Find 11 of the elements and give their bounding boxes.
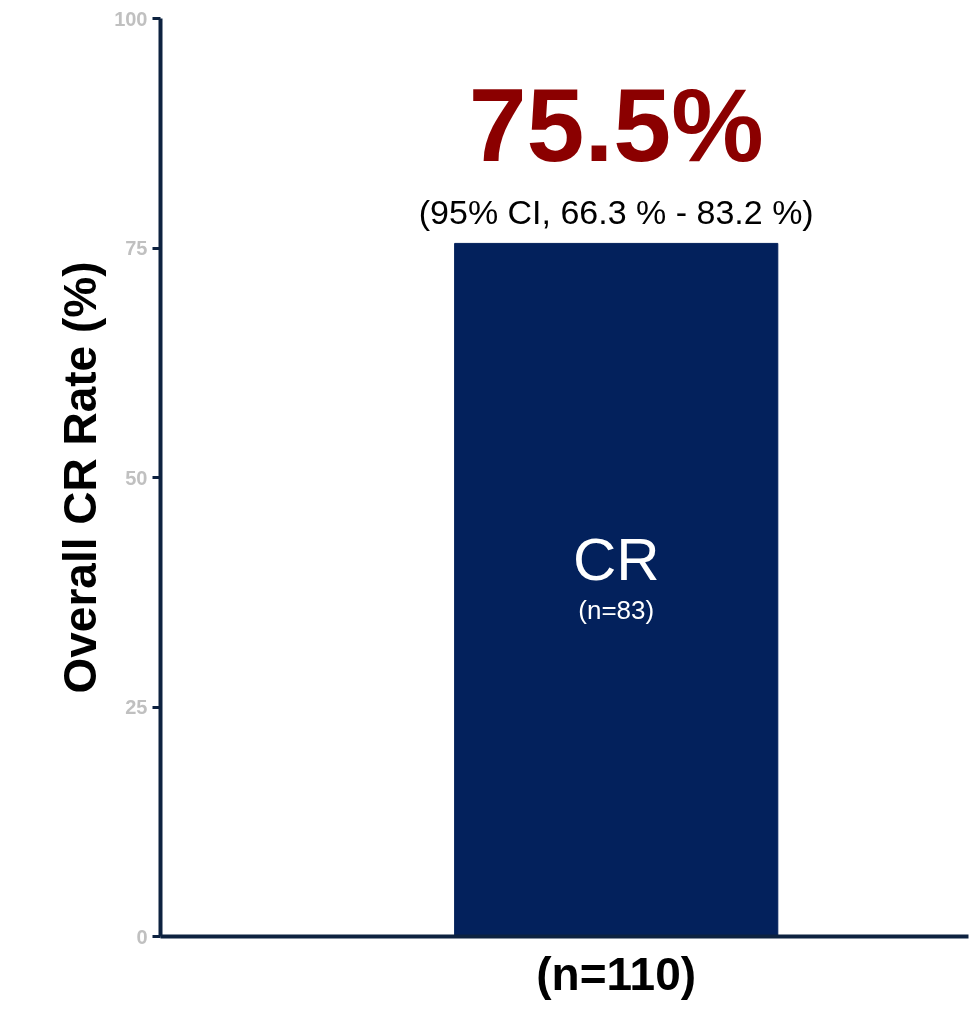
y-tick-label: 0 bbox=[136, 925, 148, 948]
y-tick-label: 50 bbox=[125, 466, 148, 489]
y-tick-label: 25 bbox=[125, 696, 148, 718]
annotation: (n=83) bbox=[578, 594, 655, 625]
data-label: 75.5% bbox=[468, 67, 764, 184]
annotation: CR bbox=[572, 526, 660, 594]
x-tick-label: (n=110) bbox=[536, 947, 697, 1000]
y-tick-label: 75 bbox=[125, 237, 148, 259]
annotation: (95% CI, 66.3 % - 83.2 %) bbox=[418, 193, 814, 232]
y-axis-title: Overall CR Rate (%) bbox=[54, 261, 107, 694]
y-tick-label: 100 bbox=[114, 7, 148, 30]
